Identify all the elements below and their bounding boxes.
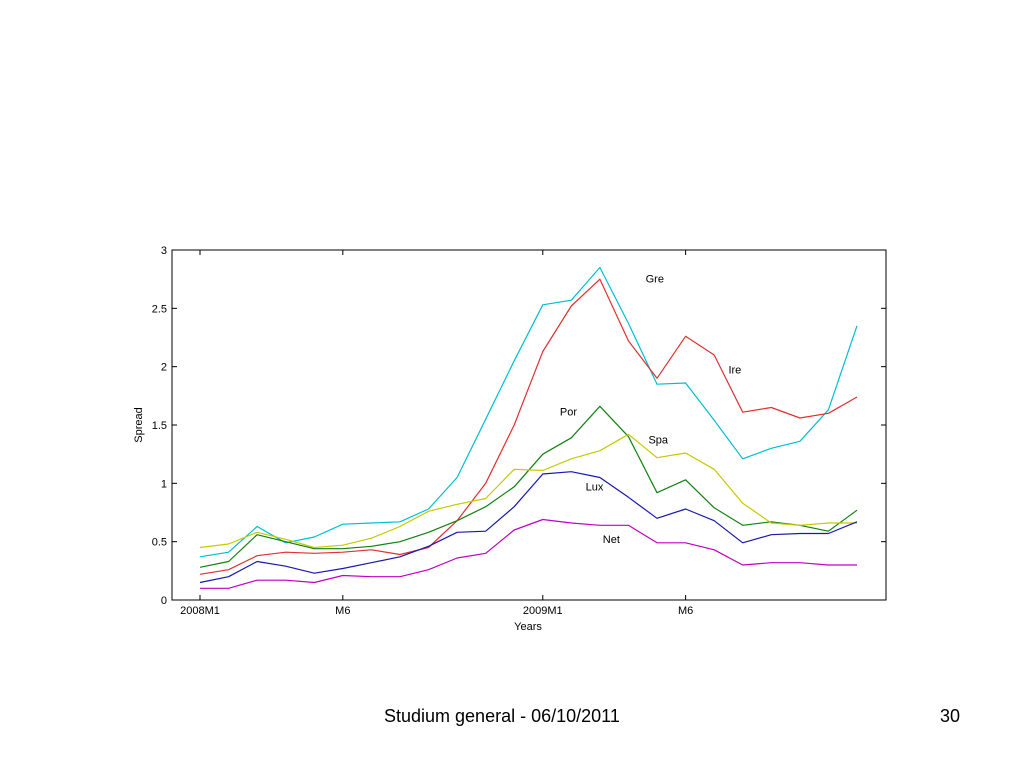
series-label-lux: Lux bbox=[586, 481, 604, 493]
x-tick-label: M6 bbox=[678, 605, 693, 617]
y-tick-label: 2.5 bbox=[152, 303, 167, 315]
plot-area bbox=[171, 249, 887, 601]
y-axis-label: Spread bbox=[133, 407, 145, 442]
y-tick-label: 2 bbox=[161, 362, 167, 374]
x-tick-label: M6 bbox=[335, 605, 350, 617]
series-line-ire bbox=[199, 278, 858, 575]
spread-line-chart: 0 0.5 1 1.5 2 2.5 3 2008M1 M6 2009M1 M6 Gre Ire Por… bbox=[133, 245, 887, 633]
y-tick-label: 1 bbox=[161, 478, 167, 490]
x-axis-ticks: 2008M1 M6 2009M1 M6 bbox=[180, 250, 693, 617]
series-lines bbox=[199, 266, 858, 589]
page-number: 30 bbox=[940, 706, 961, 726]
y-tick-label: 0 bbox=[161, 595, 167, 607]
y-tick-label: 1.5 bbox=[152, 420, 167, 432]
series-label-gre: Gre bbox=[646, 274, 664, 286]
series-line-lux bbox=[199, 471, 858, 584]
series-label-por: Por bbox=[560, 407, 577, 419]
x-tick-label: 2008M1 bbox=[180, 605, 220, 617]
series-line-gre bbox=[199, 266, 858, 558]
y-axis-ticks: 0 0.5 1 1.5 2 2.5 3 bbox=[152, 245, 886, 607]
series-line-spa bbox=[199, 433, 857, 549]
series-label-net: Net bbox=[603, 534, 620, 546]
series-label-ire: Ire bbox=[728, 365, 741, 377]
series-label-spa: Spa bbox=[648, 435, 668, 447]
series-labels: Gre Ire Por Spa Lux Net bbox=[560, 274, 741, 546]
y-tick-label: 3 bbox=[161, 245, 167, 257]
x-axis-label: Years bbox=[514, 621, 542, 633]
footer-text: Studium general - 06/10/2011 bbox=[384, 706, 620, 726]
x-tick-label: 2009M1 bbox=[523, 605, 563, 617]
series-line-net bbox=[200, 518, 857, 589]
y-tick-label: 0.5 bbox=[152, 537, 167, 549]
